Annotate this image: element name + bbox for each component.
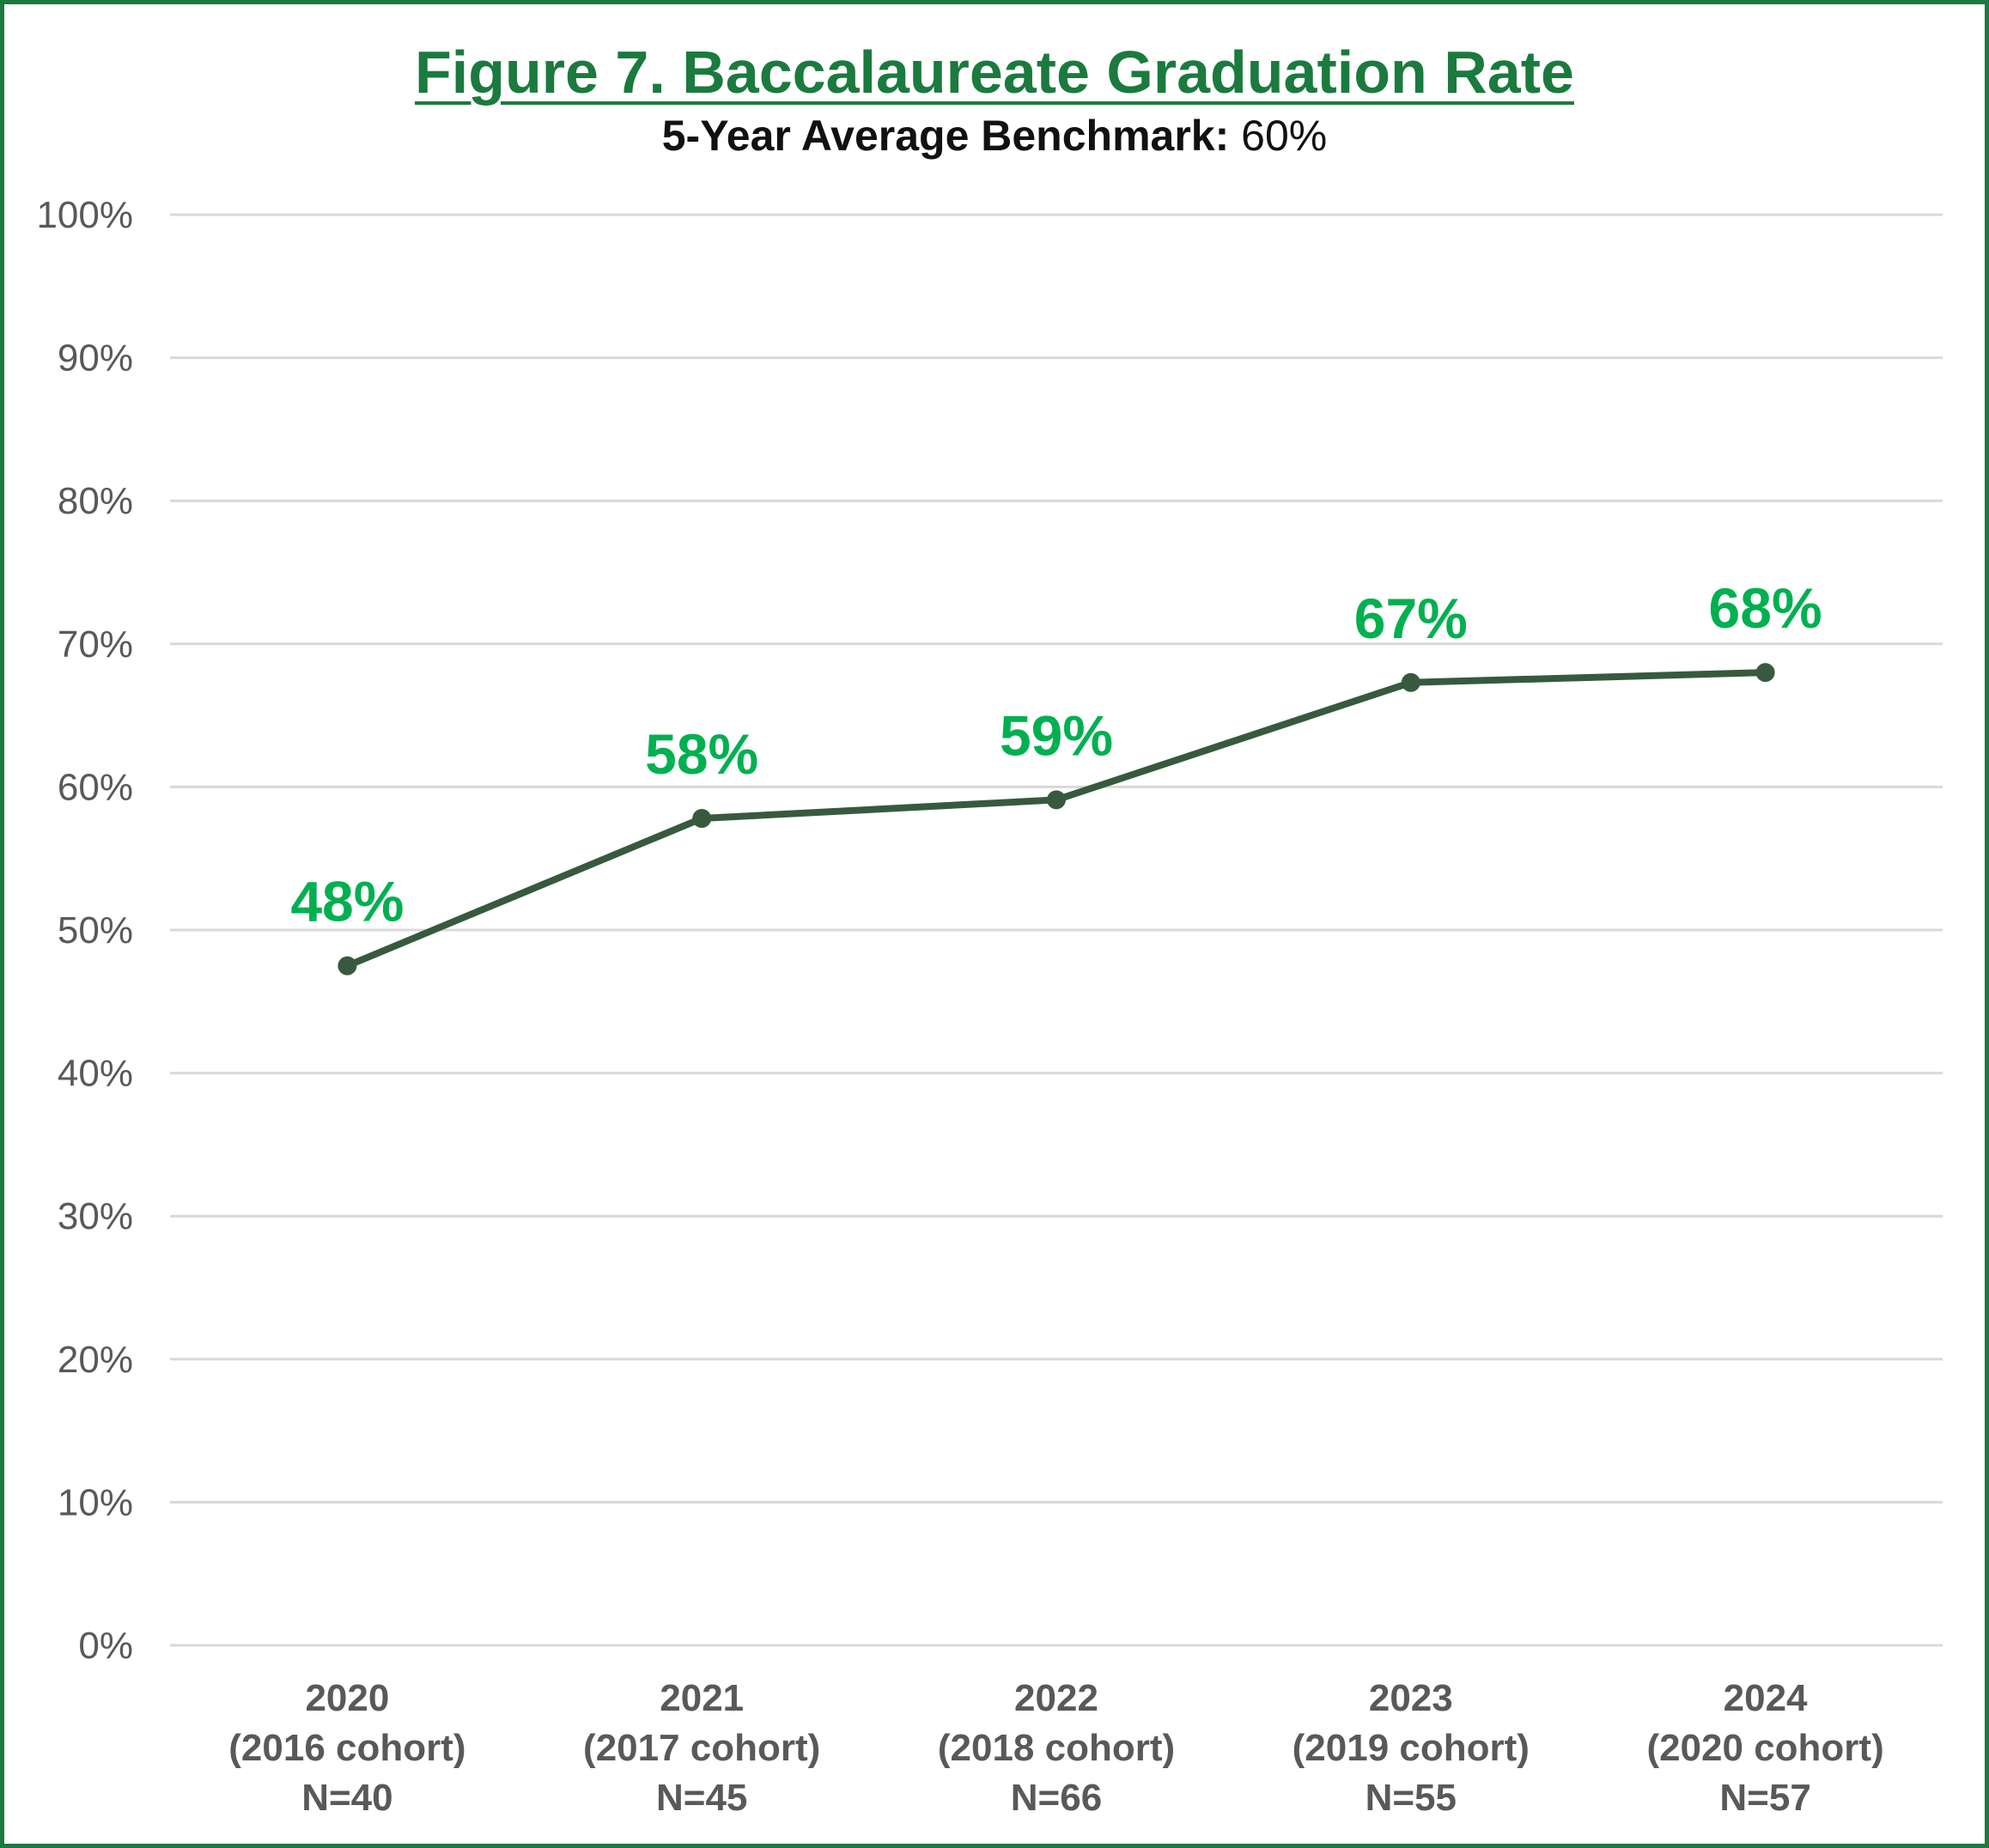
title-container: Figure 7. Baccalaureate Graduation Rate (0, 36, 1989, 108)
y-tick-label: 100% (36, 194, 133, 236)
y-tick-label: 80% (58, 480, 133, 522)
x-tick-year: 2022 (1014, 1677, 1098, 1719)
data-label: 48% (290, 870, 404, 933)
data-label: 58% (645, 722, 758, 786)
data-point (1047, 790, 1066, 810)
data-point (1401, 672, 1420, 692)
benchmark-label: 5-Year Average Benchmark: (661, 112, 1230, 160)
x-tick-year: 2020 (305, 1677, 389, 1719)
x-tick-n: N=45 (656, 1777, 747, 1819)
chart-title: Figure 7. Baccalaureate Graduation Rate (415, 39, 1574, 106)
y-tick-label: 40% (58, 1053, 133, 1095)
y-tick-label: 30% (58, 1195, 133, 1237)
x-tick-n: N=55 (1366, 1777, 1457, 1819)
series-graduation-rate (338, 663, 1775, 976)
x-axis-category-labels: 2020 (2016 cohort) N=40 2021 (2017 cohort) N=… (228, 1677, 1883, 1819)
y-tick-label: 50% (58, 909, 133, 951)
data-labels: 48% 58% 59% 67% 68% (290, 576, 1822, 933)
y-tick-label: 10% (58, 1481, 133, 1523)
x-tick-n: N=57 (1719, 1777, 1810, 1819)
y-tick-label: 0% (78, 1625, 133, 1667)
data-label: 67% (1354, 587, 1468, 650)
x-tick-n: N=66 (1011, 1777, 1102, 1819)
gridlines (170, 213, 1943, 1647)
x-tick-cohort: (2019 cohort) (1293, 1727, 1530, 1769)
data-label: 59% (1000, 703, 1113, 767)
y-tick-label: 70% (58, 623, 133, 666)
x-tick-cohort: (2020 cohort) (1646, 1727, 1883, 1769)
x-tick-year: 2023 (1369, 1677, 1453, 1719)
x-tick-cohort: (2016 cohort) (228, 1727, 465, 1769)
x-tick-cohort: (2018 cohort) (938, 1727, 1175, 1769)
x-tick-year: 2024 (1724, 1677, 1808, 1719)
y-tick-label: 20% (58, 1339, 133, 1381)
x-tick-n: N=40 (301, 1777, 392, 1819)
data-point (338, 956, 357, 976)
data-point (692, 809, 712, 829)
x-tick-cohort: (2017 cohort) (583, 1727, 820, 1769)
y-axis-tick-labels: 0% 10% 20% 30% 40% 50% 60% 70% 80% 90% 100% (36, 194, 133, 1667)
x-tick-year: 2021 (660, 1677, 744, 1719)
data-label: 68% (1709, 576, 1822, 640)
y-tick-label: 90% (58, 337, 133, 380)
benchmark-value: 60% (1241, 112, 1328, 160)
chart-subtitle: 5-Year Average Benchmark: 60% (0, 110, 1989, 161)
data-point (1755, 663, 1775, 683)
y-tick-label: 60% (58, 766, 133, 808)
